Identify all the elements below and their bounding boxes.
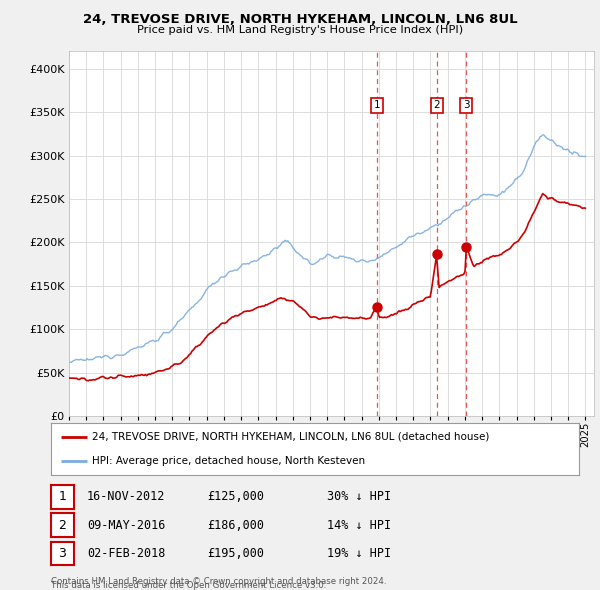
Text: £195,000: £195,000 [207, 547, 264, 560]
Text: HPI: Average price, detached house, North Kesteven: HPI: Average price, detached house, Nort… [92, 457, 365, 467]
Text: 2: 2 [58, 519, 67, 532]
Text: 19% ↓ HPI: 19% ↓ HPI [327, 547, 391, 560]
Text: 1: 1 [58, 490, 67, 503]
Text: 30% ↓ HPI: 30% ↓ HPI [327, 490, 391, 503]
Text: 02-FEB-2018: 02-FEB-2018 [87, 547, 166, 560]
Text: 14% ↓ HPI: 14% ↓ HPI [327, 519, 391, 532]
Text: This data is licensed under the Open Government Licence v3.0.: This data is licensed under the Open Gov… [51, 581, 326, 590]
Text: 24, TREVOSE DRIVE, NORTH HYKEHAM, LINCOLN, LN6 8UL (detached house): 24, TREVOSE DRIVE, NORTH HYKEHAM, LINCOL… [92, 431, 490, 441]
Text: £186,000: £186,000 [207, 519, 264, 532]
Text: 3: 3 [463, 100, 470, 110]
Text: Price paid vs. HM Land Registry's House Price Index (HPI): Price paid vs. HM Land Registry's House … [137, 25, 463, 35]
Text: Contains HM Land Registry data © Crown copyright and database right 2024.: Contains HM Land Registry data © Crown c… [51, 577, 386, 586]
Text: 1: 1 [373, 100, 380, 110]
Text: 16-NOV-2012: 16-NOV-2012 [87, 490, 166, 503]
Text: £125,000: £125,000 [207, 490, 264, 503]
Text: 2: 2 [433, 100, 440, 110]
Text: 09-MAY-2016: 09-MAY-2016 [87, 519, 166, 532]
Text: 24, TREVOSE DRIVE, NORTH HYKEHAM, LINCOLN, LN6 8UL: 24, TREVOSE DRIVE, NORTH HYKEHAM, LINCOL… [83, 13, 517, 26]
Text: 3: 3 [58, 547, 67, 560]
